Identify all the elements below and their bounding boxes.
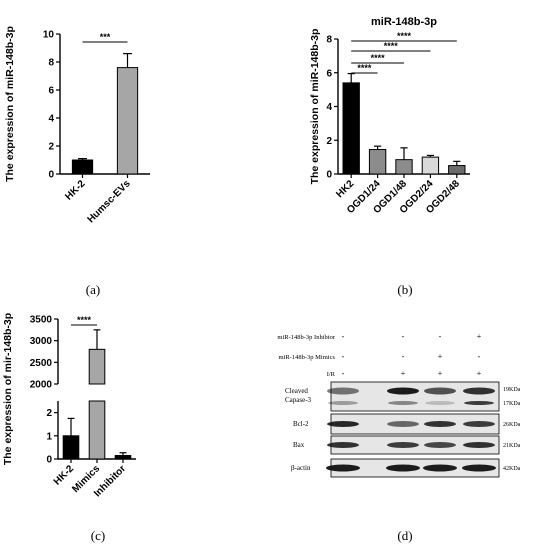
treatment-sign: - <box>342 369 345 378</box>
bar-HK-2 <box>71 159 94 175</box>
panel-label: (c) <box>91 528 105 543</box>
treatment-label: miR-148b-3p Mimics <box>278 354 335 361</box>
y-tick-label: 8 <box>48 58 54 69</box>
panel-label: (d) <box>397 528 412 543</box>
treatment-sign: + <box>438 369 443 378</box>
blot-label: Bcl-2 <box>293 420 309 428</box>
treatment-sign: + <box>438 352 443 361</box>
significance-label: *** <box>100 32 111 42</box>
treatment-sign: - <box>402 352 405 361</box>
treatment-sign: + <box>477 369 482 378</box>
significance-label: **** <box>384 41 399 51</box>
y-tick-label: 2 <box>326 136 332 147</box>
bar-Humsc-EVs <box>116 67 139 175</box>
significance-label: **** <box>371 53 386 63</box>
y-tick-label: 4 <box>48 114 54 125</box>
bar-Mimics-lower <box>88 400 106 460</box>
significance-label: **** <box>77 315 92 325</box>
blot-label: Cleaved <box>285 387 308 395</box>
protein-band <box>423 464 457 472</box>
blot-size: 19KDa <box>503 387 521 393</box>
y-axis-label: The expression of mir-148b-3p <box>2 313 14 465</box>
y-tick-label: 0 <box>48 170 54 181</box>
protein-band <box>327 387 359 395</box>
protein-band <box>424 421 456 427</box>
bar-OGD1/48 <box>395 159 413 175</box>
y-tick-label: 10 <box>43 30 55 41</box>
treatment-sign: - <box>478 352 481 361</box>
bar-Inhibitor <box>114 455 132 460</box>
y-axis-label: The expression of miR-148b-3p <box>309 29 321 185</box>
x-tick-label: HK-2 <box>63 178 88 203</box>
bar-OGD2/48 <box>448 165 466 175</box>
treatment-sign: - <box>342 332 345 341</box>
y-tick-label: 6 <box>48 86 54 97</box>
protein-band <box>463 442 495 448</box>
y-tick-label: 4 <box>326 102 332 113</box>
blot-size: 26KDa <box>503 422 521 428</box>
y-tick-label: 2000 <box>30 380 53 391</box>
y-tick-label: 2 <box>46 408 52 419</box>
protein-band <box>463 421 495 427</box>
panel-label: (a) <box>86 282 100 297</box>
y-tick-label: 1 <box>46 431 52 442</box>
y-tick-label: 2500 <box>30 358 53 369</box>
x-tick-label: Humsc-EVs <box>86 178 133 225</box>
y-tick-label: 8 <box>326 35 332 46</box>
protein-band <box>462 464 496 472</box>
x-tick-label: HK2 <box>334 178 356 200</box>
protein-band <box>464 401 494 405</box>
y-tick-label: 0 <box>46 455 52 466</box>
western-blot: miR-148b-3p Inhibtor - - - +miR-148b-3p Mimi… <box>277 332 520 543</box>
bar-HK-2 <box>62 435 80 460</box>
y-tick-label: 0 <box>326 170 332 181</box>
protein-band <box>387 387 419 395</box>
protein-band <box>424 387 456 395</box>
blot-size: 42KDa <box>503 466 521 472</box>
protein-band <box>328 401 358 405</box>
protein-band <box>388 401 418 405</box>
protein-band <box>463 387 495 395</box>
protein-band <box>425 401 455 405</box>
treatment-sign: - <box>402 332 405 341</box>
blot-size: 17KDa <box>503 401 521 407</box>
significance-label: **** <box>357 63 372 73</box>
protein-band <box>326 464 360 472</box>
protein-band <box>327 421 359 427</box>
treatment-sign: + <box>401 369 406 378</box>
chart-a: 0 2 4 6 8 10 The expression of miR-148b-3p HK-2… <box>4 26 150 297</box>
bar-HK2 <box>342 82 360 175</box>
y-tick-label: 3500 <box>30 315 53 326</box>
chart-title: miR-148b-3p <box>371 16 437 28</box>
protein-band <box>424 442 456 448</box>
significance-label: **** <box>397 31 412 41</box>
bar-OGD1/24 <box>368 149 387 175</box>
y-axis-label: The expression of miR-148b-3p <box>4 26 16 182</box>
treatment-sign: + <box>477 332 482 341</box>
blot-label: β-actin <box>291 464 311 472</box>
blot-box <box>330 381 500 412</box>
blot-size: 21KDa <box>503 443 521 449</box>
blot-label: Bax <box>293 441 305 449</box>
chart-b: 0 2 4 6 8 The expression of miR-148b-3p miR-14… <box>309 16 470 297</box>
protein-band <box>386 464 420 472</box>
bar-OGD2/24 <box>421 156 440 175</box>
y-tick-label: 6 <box>326 68 332 79</box>
protein-band <box>327 442 359 448</box>
treatment-label: miR-148b-3p Inhibtor <box>277 334 335 341</box>
protein-band <box>387 421 419 427</box>
panel-label: (b) <box>397 282 412 297</box>
chart-c: 2000 2500 3000 3500 0 1 2 The expression of mir… <box>2 313 136 543</box>
y-tick-label: 2 <box>48 142 54 153</box>
treatment-sign: - <box>342 352 345 361</box>
bar-Mimics-upper <box>88 348 106 385</box>
treatment-sign: - <box>439 332 442 341</box>
blot-label: Capase-3 <box>285 396 312 404</box>
protein-band <box>387 442 419 448</box>
y-tick-label: 3000 <box>30 336 53 347</box>
treatment-label: I/R <box>327 371 336 378</box>
